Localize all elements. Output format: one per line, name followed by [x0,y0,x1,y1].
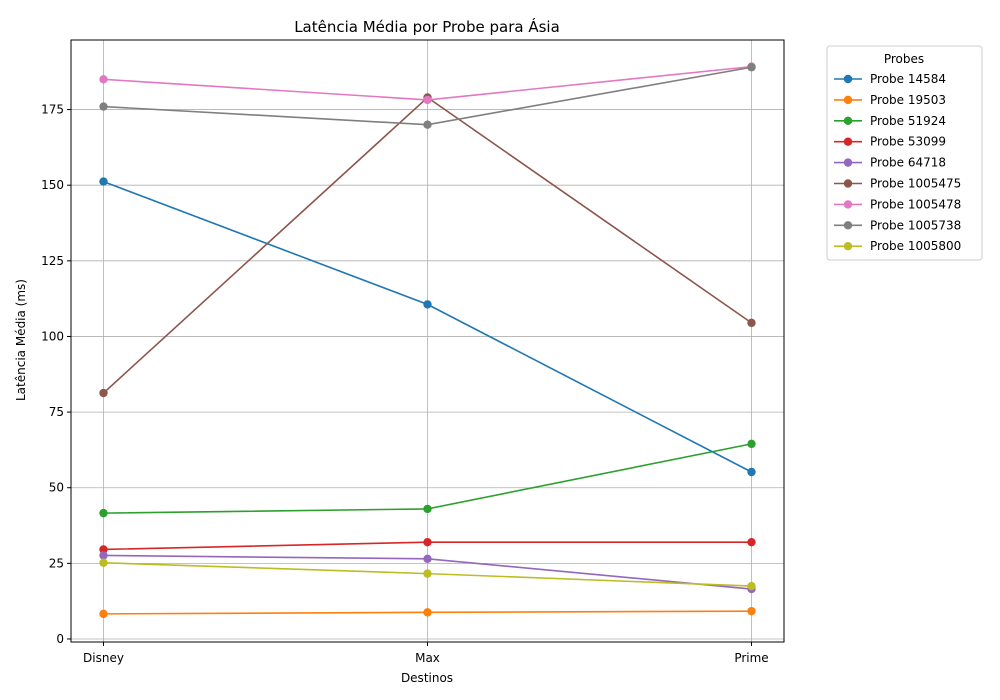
series-probe-1005800 [99,558,756,591]
legend-marker [843,200,853,209]
legend-marker [843,242,853,251]
legend-item: Probe 14584 [834,72,946,86]
data-point [99,609,108,619]
series-probe-53099 [99,537,756,554]
y-tick-label: 150 [41,178,64,192]
legend-item: Probe 1005738 [834,218,961,232]
series-probe-51924 [99,439,756,518]
data-point [747,318,756,328]
y-tick-label: 0 [56,632,64,646]
data-point [423,554,432,564]
y-tick-label: 175 [41,103,64,117]
legend-label: Probe 1005478 [870,197,961,211]
y-tick-label: 75 [49,405,64,419]
legend: Probes Probe 14584 Probe 19503 Probe 51924… [826,45,983,261]
series-probe-19503 [99,606,756,619]
series-probe-64718 [99,551,756,594]
data-point [99,508,108,518]
x-tick-label: Max [415,651,440,665]
y-tick-label: 50 [49,481,64,495]
data-point [747,439,756,449]
legend-marker [843,221,853,230]
y-axis-label: Latência Média (ms) [14,279,28,401]
data-point [423,569,432,578]
series-probe-1005738 [99,63,756,129]
legend-label: Probe 14584 [870,72,946,86]
legend-item: Probe 19503 [834,93,946,107]
data-point [747,467,756,477]
series-group [99,62,756,619]
legend-label: Probe 1005738 [870,218,961,232]
legend-label: Probe 64718 [870,156,946,170]
data-point [423,300,432,309]
legend-item: Probe 51924 [834,114,946,128]
legend-marker [843,179,853,188]
legend-label: Probe 53099 [870,135,946,149]
legend-marker [843,95,853,105]
legend-item: Probe 1005475 [834,177,961,191]
legend-title: Probes [884,52,924,66]
legend-marker [843,74,853,84]
data-point [423,608,432,617]
data-point [99,75,108,84]
data-point [747,606,756,616]
legend-label: Probe 19503 [870,93,946,107]
legend-item: Probe 53099 [834,135,946,149]
data-point [747,537,756,547]
data-point [99,177,108,186]
data-point [99,551,108,560]
y-tick-label: 100 [41,329,64,343]
data-point [423,95,432,105]
data-point [423,537,432,547]
legend-item: Probe 1005478 [834,197,961,211]
axis-ticks: 0 25 50 75 100 125 150 175 Disney Max Prime [41,103,769,665]
chart-title: Latência Média por Probe para Ásia [294,17,560,36]
y-tick-label: 25 [49,556,64,570]
data-point [423,120,432,129]
legend-label: Probe 1005475 [870,177,961,191]
y-tick-label: 125 [41,254,64,268]
data-point [423,504,432,514]
legend-label: Probe 51924 [870,114,946,128]
series-probe-14584 [99,177,756,477]
data-point [99,102,108,111]
legend-item: Probe 1005800 [834,239,961,253]
legend-item: Probe 64718 [834,156,946,170]
data-point [99,545,108,554]
legend-label: Probe 1005800 [870,239,961,253]
data-point [747,63,756,72]
x-tick-label: Prime [734,651,768,665]
data-point [99,558,108,567]
legend-marker [843,158,853,167]
legend-marker [843,116,853,126]
data-point [747,581,756,591]
x-axis-label: Destinos [401,671,453,685]
legend-box [826,45,983,261]
data-point [99,388,108,398]
x-tick-label: Disney [83,651,124,665]
legend-marker [843,137,853,146]
